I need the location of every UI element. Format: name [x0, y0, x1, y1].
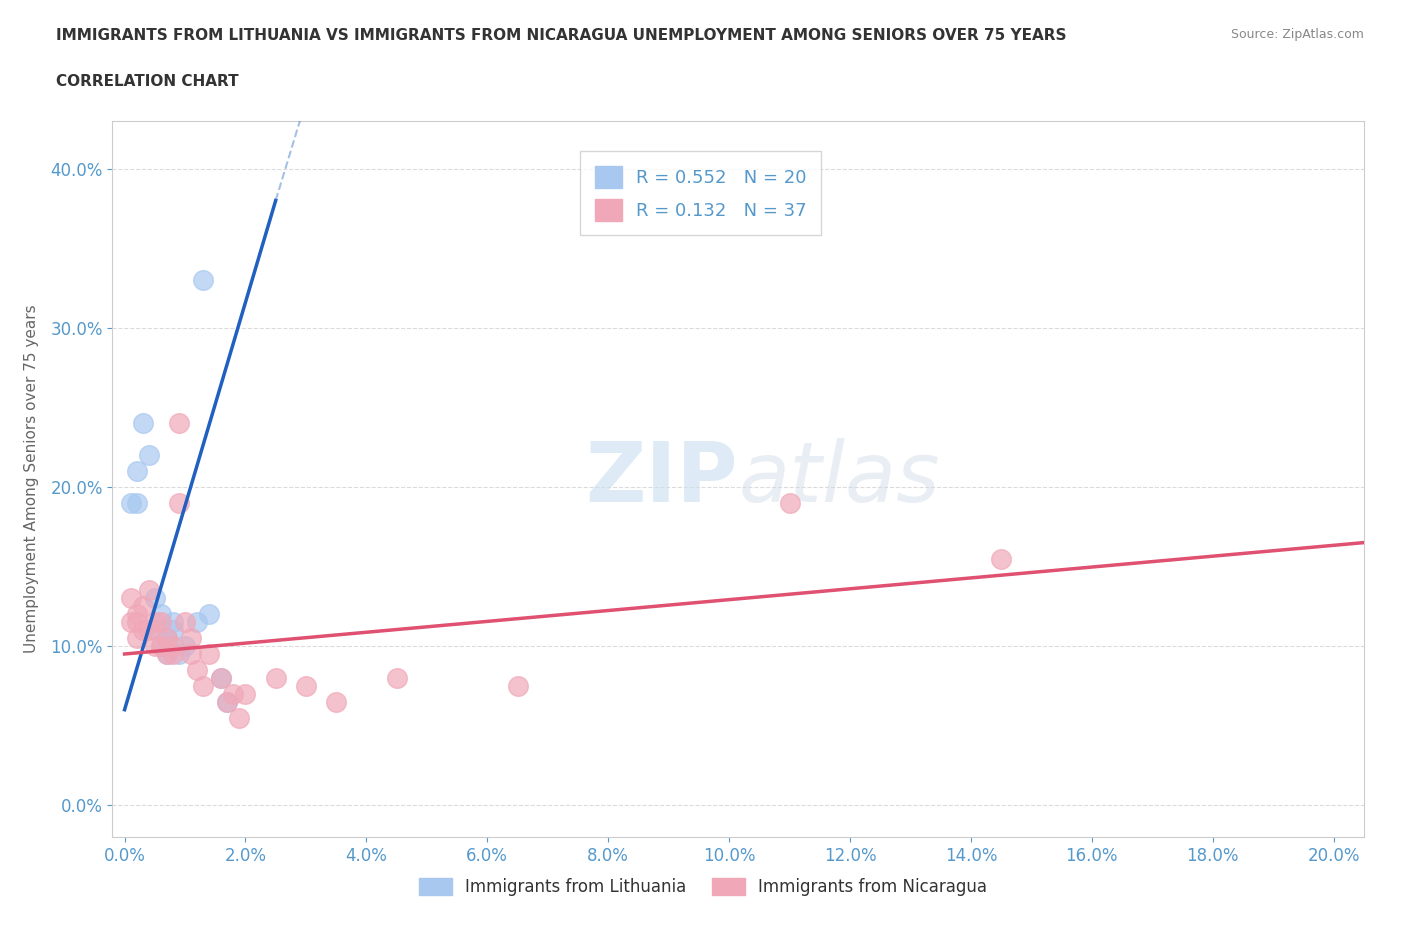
Point: [217, 695, 239, 710]
Point: [295, 678, 318, 693]
Point: [222, 686, 245, 701]
Point: [131, 416, 153, 431]
Point: [191, 272, 214, 287]
Text: CORRELATION CHART: CORRELATION CHART: [56, 74, 239, 89]
Point: [191, 678, 214, 693]
Point: [209, 671, 232, 685]
Point: [131, 599, 153, 614]
Point: [162, 646, 184, 661]
Point: [385, 671, 408, 685]
Point: [167, 416, 190, 431]
Point: [162, 615, 184, 630]
Text: ZIP: ZIP: [586, 438, 738, 520]
Point: [506, 678, 529, 693]
Point: [235, 686, 257, 701]
Point: [143, 615, 166, 630]
Point: [156, 646, 179, 661]
Point: [138, 583, 160, 598]
Point: [264, 671, 287, 685]
Point: [143, 639, 166, 654]
Point: [143, 591, 166, 605]
Point: [990, 551, 1012, 566]
Point: [138, 447, 160, 462]
Point: [167, 496, 190, 511]
Point: [125, 496, 148, 511]
Point: [180, 646, 202, 661]
Point: [186, 615, 208, 630]
Point: [162, 623, 184, 638]
Point: [143, 623, 166, 638]
Point: [156, 646, 179, 661]
Point: [120, 496, 142, 511]
Point: [149, 639, 172, 654]
Point: [198, 646, 221, 661]
Point: [149, 639, 172, 654]
Point: [186, 662, 208, 677]
Text: atlas: atlas: [738, 438, 939, 520]
Point: [162, 639, 184, 654]
Point: [156, 631, 179, 645]
Point: [156, 631, 179, 645]
Point: [217, 695, 239, 710]
Point: [174, 615, 197, 630]
Point: [120, 615, 142, 630]
Legend: Immigrants from Lithuania, Immigrants from Nicaragua: Immigrants from Lithuania, Immigrants fr…: [412, 871, 994, 903]
Point: [125, 463, 148, 478]
Point: [138, 623, 160, 638]
Point: [149, 606, 172, 621]
Text: Source: ZipAtlas.com: Source: ZipAtlas.com: [1230, 28, 1364, 41]
Text: IMMIGRANTS FROM LITHUANIA VS IMMIGRANTS FROM NICARAGUA UNEMPLOYMENT AMONG SENIOR: IMMIGRANTS FROM LITHUANIA VS IMMIGRANTS …: [56, 28, 1067, 43]
Point: [198, 606, 221, 621]
Point: [167, 646, 190, 661]
Legend: R = 0.552   N = 20, R = 0.132   N = 37: R = 0.552 N = 20, R = 0.132 N = 37: [581, 152, 821, 235]
Y-axis label: Unemployment Among Seniors over 75 years: Unemployment Among Seniors over 75 years: [24, 305, 39, 653]
Point: [779, 496, 801, 511]
Point: [174, 639, 197, 654]
Point: [180, 631, 202, 645]
Point: [125, 606, 148, 621]
Point: [209, 671, 232, 685]
Point: [125, 615, 148, 630]
Point: [228, 711, 250, 725]
Point: [149, 615, 172, 630]
Point: [125, 631, 148, 645]
Point: [131, 623, 153, 638]
Point: [120, 591, 142, 605]
Point: [325, 695, 347, 710]
